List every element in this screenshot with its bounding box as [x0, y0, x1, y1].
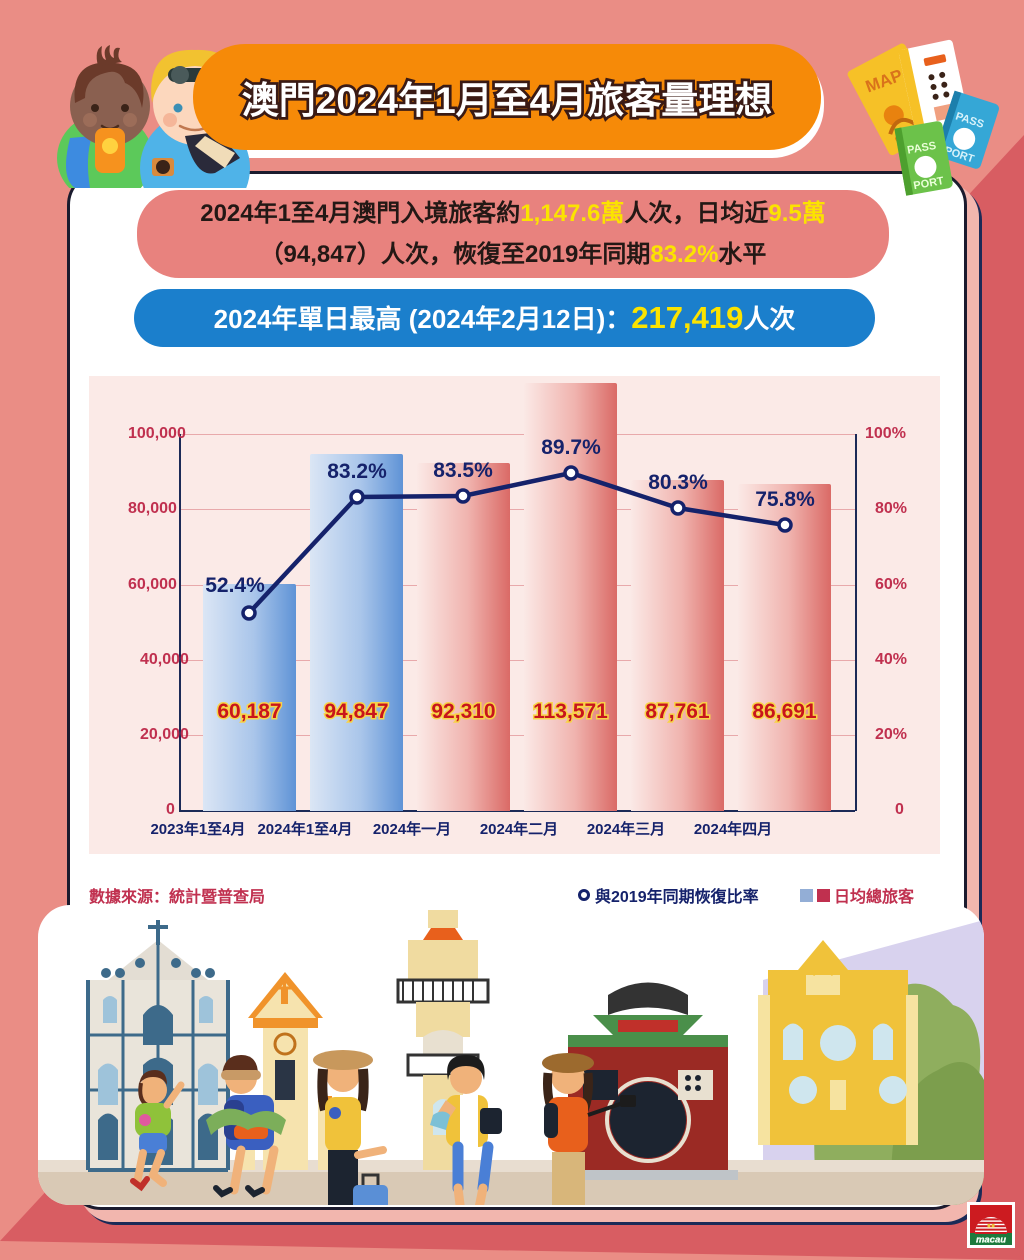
- svg-text:macau: macau: [976, 1235, 1006, 1246]
